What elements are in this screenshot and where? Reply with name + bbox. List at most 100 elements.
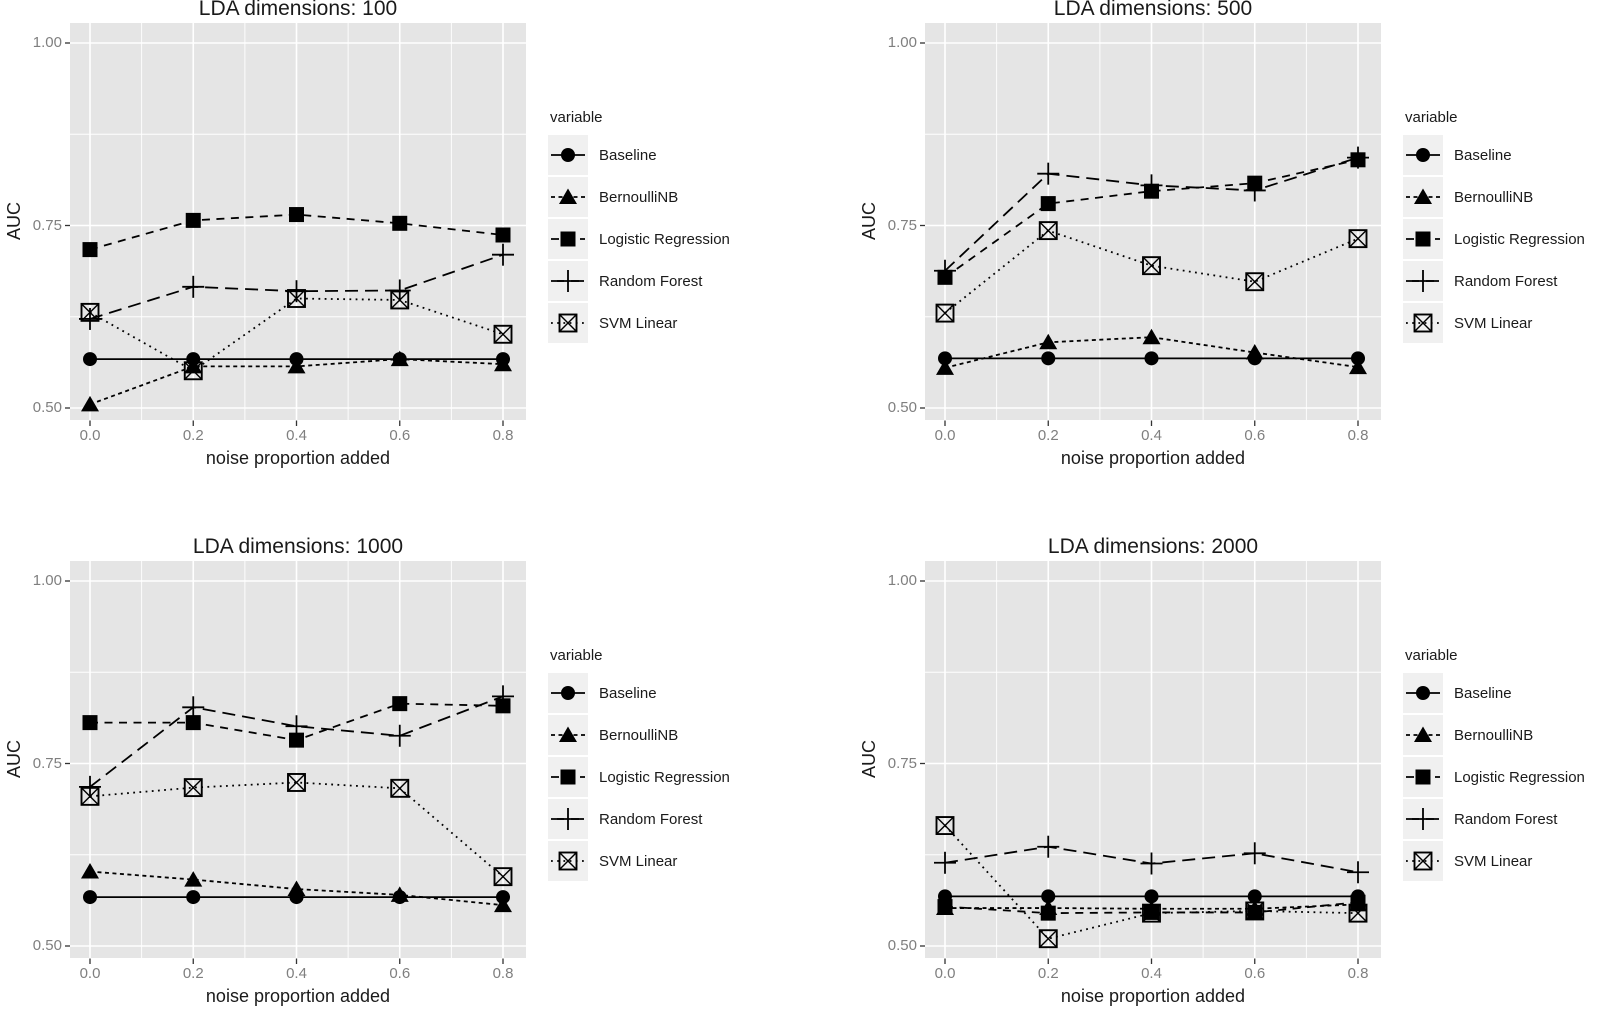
filled-triangle-icon [390, 886, 409, 902]
y-tick-label: 1.00 [887, 34, 917, 51]
square-x-icon [1245, 901, 1265, 921]
square-x-icon [1142, 903, 1161, 923]
filled-triangle-icon [559, 726, 577, 742]
legend-item-label: Random Forest [599, 810, 703, 828]
legend-title: variable [550, 647, 603, 664]
legend-item-baseline: Baseline [1403, 135, 1585, 175]
plus-icon [1347, 146, 1369, 169]
legend-item-baseline: Baseline [548, 673, 730, 713]
filled-circle-icon [561, 148, 575, 162]
x-axis-title: noise proportion added [205, 448, 391, 468]
series-svm-linear [80, 289, 513, 381]
filled-circle-icon [1247, 889, 1262, 904]
square-x-icon [183, 778, 203, 798]
filled-square-icon [1415, 231, 1431, 247]
square-x-icon [80, 786, 100, 806]
square-x-icon [935, 303, 955, 323]
plus-icon [1140, 852, 1163, 875]
legend-item-logistic-regression: Logistic Regression [1403, 219, 1585, 259]
y-tick-label: 0.50 [887, 399, 917, 416]
filled-square-icon [1415, 769, 1431, 785]
filled-circle-icon [1041, 351, 1056, 366]
plus-icon [285, 715, 308, 738]
legend-item-random-forest: Random Forest [1403, 799, 1585, 839]
filled-square-icon [1040, 905, 1056, 921]
filled-square-icon [185, 715, 201, 731]
x-tick-label: 0.0 [934, 427, 956, 444]
y-tick-label: 1.00 [32, 34, 62, 51]
legend-item-label: SVM Linear [1454, 852, 1533, 870]
square-x-icon [1038, 929, 1058, 949]
legend-item-random-forest: Random Forest [548, 799, 730, 839]
square-x-icon [558, 851, 578, 871]
plus-icon [1403, 799, 1443, 839]
filled-square-icon [82, 715, 98, 731]
plus-icon [1243, 179, 1266, 202]
plus-icon [492, 243, 514, 266]
chart-lda-dimensions-2000: LDA dimensions: 2000 AUC noise proportio… [855, 521, 1610, 1013]
square-x-icon [390, 778, 410, 798]
x-axis-title: noise proportion added [1060, 986, 1246, 1006]
plus-icon [1140, 174, 1163, 197]
square-x-icon [1038, 221, 1058, 241]
square-x-icon [287, 289, 306, 308]
chart-lda-dimensions-500: LDA dimensions: 500 AUC noise proportion… [855, 0, 1610, 492]
series-bernoullinb [81, 350, 512, 412]
square-x-icon [1348, 229, 1368, 249]
square-x-icon [558, 313, 578, 333]
filled-circle-icon [548, 135, 588, 175]
filled-triangle-icon [1039, 333, 1058, 350]
filled-triangle-icon [184, 871, 203, 887]
legend-item-label: Random Forest [599, 272, 703, 290]
series-random-forest [934, 146, 1369, 282]
x-tick-label: 0.6 [1244, 965, 1266, 982]
x-tick-label: 0.2 [182, 965, 204, 982]
plus-icon [548, 799, 588, 839]
plus-icon [1037, 162, 1060, 185]
series-baseline [938, 351, 1365, 366]
filled-square-icon [392, 696, 408, 712]
series-random-forest [79, 243, 514, 330]
filled-circle-icon [1403, 673, 1443, 713]
series-random-forest [934, 835, 1369, 884]
legend-item-logistic-regression: Logistic Regression [1403, 757, 1585, 797]
square-x-icon [1348, 903, 1368, 923]
legend-item-bernoullinb: BernoulliNB [1403, 177, 1585, 217]
plus-icon [557, 808, 579, 830]
filled-circle-icon [1041, 889, 1056, 904]
filled-square-icon [1403, 219, 1443, 259]
filled-square-icon [82, 242, 98, 258]
legend-item-label: Random Forest [1454, 810, 1558, 828]
legend: variable Baseline BernoulliNB Logistic Reg… [548, 647, 730, 881]
filled-circle-icon [83, 352, 97, 367]
y-tick-label: 1.00 [32, 572, 62, 589]
plus-icon [1412, 270, 1434, 292]
legend-item-label: Logistic Regression [1454, 230, 1585, 248]
plus-icon [388, 279, 411, 302]
filled-triangle-icon [1349, 358, 1367, 375]
legend-title: variable [1405, 109, 1458, 126]
legend-title: variable [1405, 647, 1458, 664]
y-tick-label: 0.75 [887, 216, 917, 234]
plus-icon [548, 261, 588, 301]
filled-triangle-icon [390, 350, 409, 367]
filled-triangle-icon [559, 188, 577, 204]
filled-circle-icon [83, 890, 97, 905]
series-svm-linear [935, 221, 1368, 323]
plus-icon [182, 275, 205, 298]
y-tick-label: 0.50 [32, 937, 62, 954]
legend-item-svm-linear: SVM Linear [548, 303, 730, 343]
square-x-icon [1403, 841, 1443, 881]
x-tick-label: 0.6 [389, 965, 411, 982]
filled-circle-icon [1416, 686, 1430, 700]
plot-area [920, 23, 1381, 426]
legend: variable Baseline BernoulliNB Logistic Reg… [1403, 647, 1585, 881]
legend-item-baseline: Baseline [548, 135, 730, 175]
plus-icon [934, 259, 956, 282]
filled-triangle-icon [81, 395, 99, 412]
legend-item-label: Logistic Regression [599, 230, 730, 248]
legend-item-label: Logistic Regression [1454, 768, 1585, 786]
y-tick-label: 0.50 [32, 399, 62, 416]
legend-item-label: BernoulliNB [1454, 188, 1534, 206]
